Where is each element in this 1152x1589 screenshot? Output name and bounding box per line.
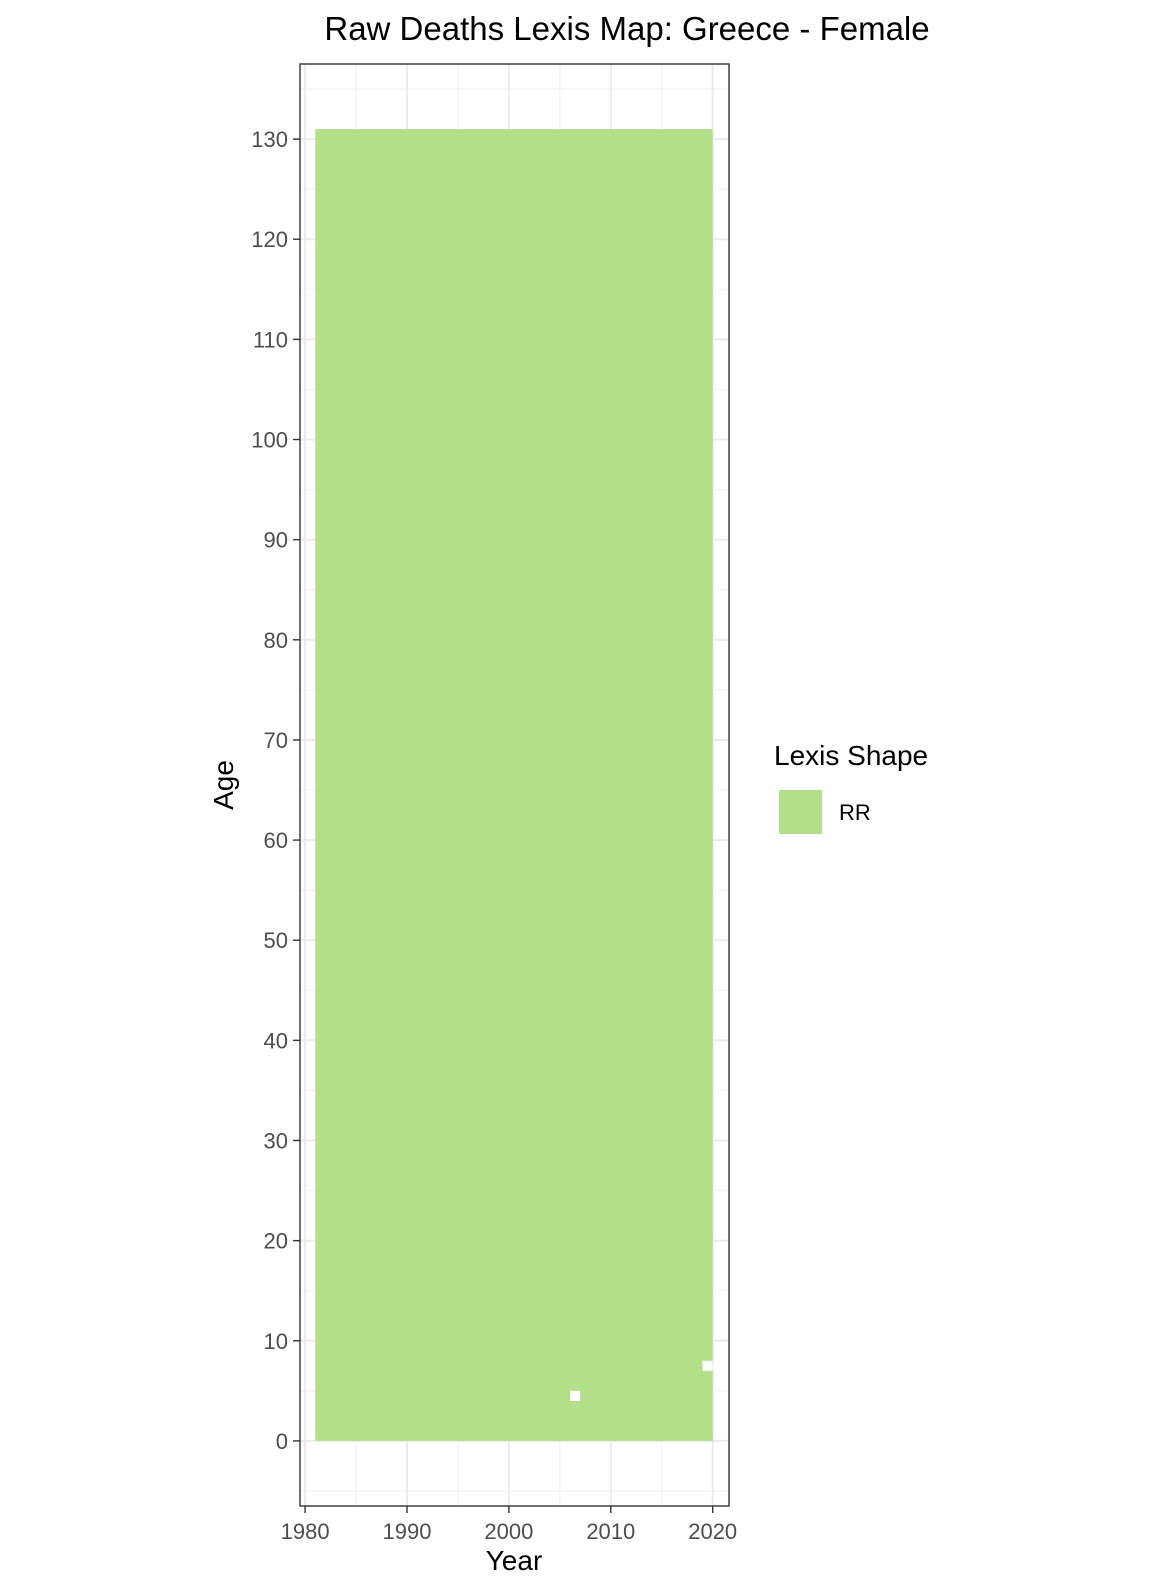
legend-title: Lexis Shape: [774, 740, 928, 771]
x-tick-label: 2000: [484, 1519, 533, 1544]
y-tick-label: 20: [264, 1229, 288, 1254]
y-tick-label: 0: [276, 1429, 288, 1454]
panel-border: [299, 63, 730, 1507]
y-axis-title: Age: [208, 760, 239, 810]
y-tick-label: 60: [264, 828, 288, 853]
y-tick-label: 10: [264, 1329, 288, 1354]
y-tick-label: 110: [253, 327, 288, 352]
x-tick-label: 2020: [688, 1519, 737, 1544]
lexis-region-rr: [315, 129, 713, 1441]
x-tick-label: 1980: [281, 1519, 330, 1544]
y-tick-label: 120: [251, 227, 288, 252]
legend-entries: RR: [779, 790, 871, 834]
y-tick-label: 80: [264, 628, 288, 653]
plot-panel: [299, 63, 730, 1507]
chart-title: Raw Deaths Lexis Map: Greece - Female: [324, 10, 929, 47]
x-axis-title: Year: [486, 1545, 543, 1576]
data-layer: [315, 129, 713, 1441]
y-axis: 0 10 20 30 40 50 60 70 80 90 100 110 120 130: [251, 127, 300, 1454]
y-tick-label: 130: [251, 127, 288, 152]
y-tick-label: 30: [264, 1128, 288, 1153]
legend: Lexis Shape RR: [774, 740, 928, 834]
y-tick-label: 70: [264, 728, 288, 753]
x-axis: 1980 1990 2000 2010 2020: [281, 1506, 737, 1544]
missing-cell: [570, 1390, 581, 1401]
legend-label: RR: [839, 800, 871, 825]
x-tick-label: 2010: [586, 1519, 635, 1544]
y-tick-label: 40: [264, 1028, 288, 1053]
x-tick-label: 1990: [383, 1519, 432, 1544]
y-tick-label: 50: [264, 928, 288, 953]
legend-key: [779, 790, 822, 834]
missing-cell: [702, 1360, 713, 1371]
y-tick-label: 90: [264, 528, 288, 553]
y-tick-label: 100: [251, 428, 288, 453]
